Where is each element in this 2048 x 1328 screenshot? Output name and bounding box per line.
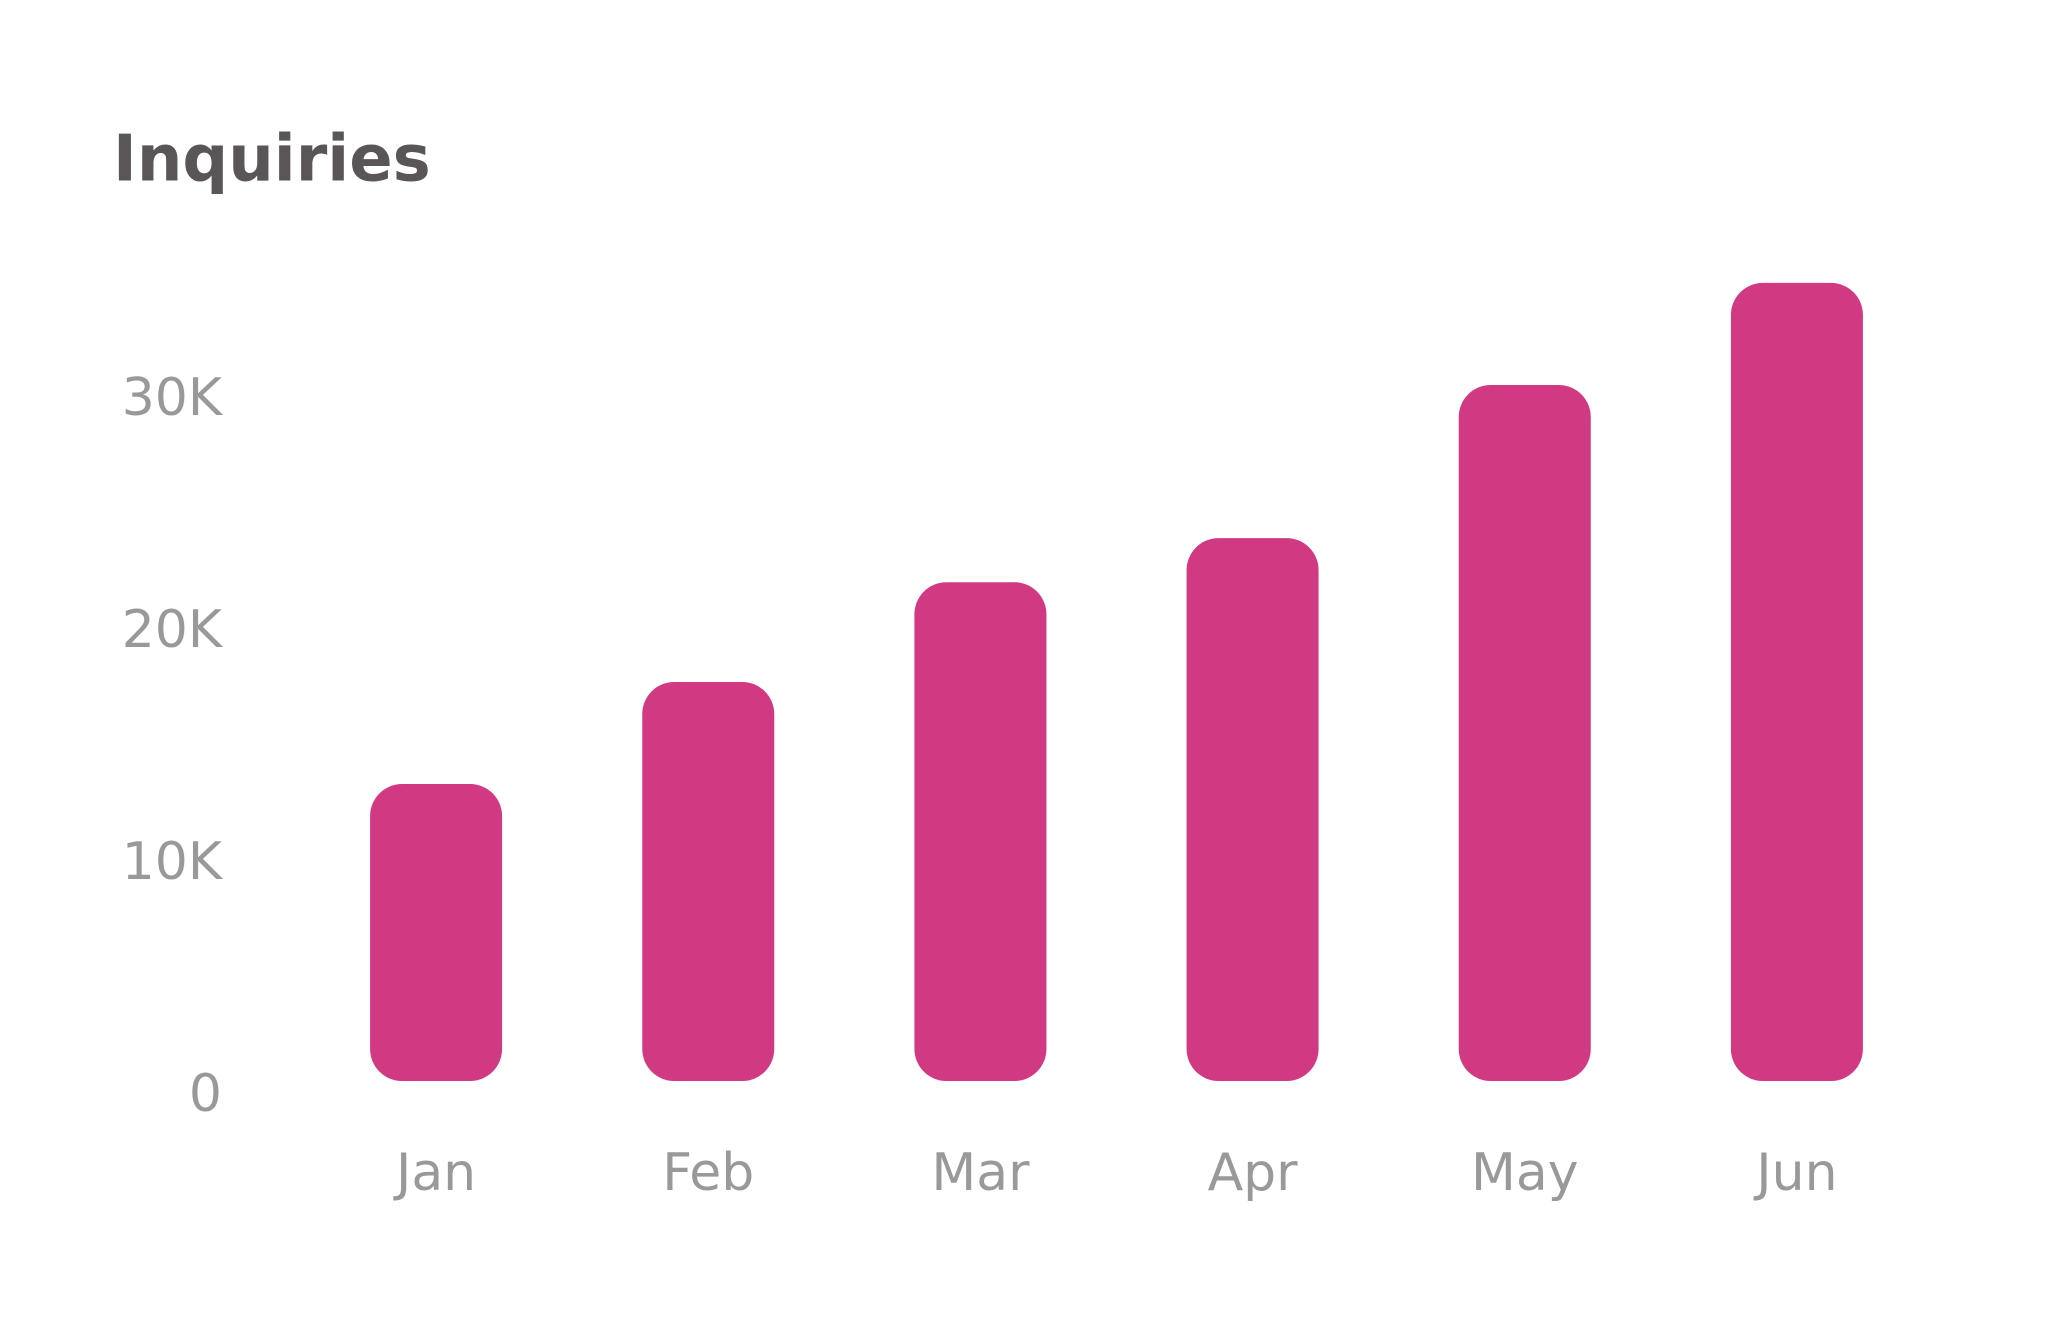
x-tick-label: Mar xyxy=(931,1143,1030,1203)
x-tick-label: Feb xyxy=(662,1143,754,1203)
x-tick-label: Jan xyxy=(393,1143,476,1203)
chart-title: Inquiries xyxy=(113,123,431,197)
bar xyxy=(1186,538,1319,1081)
bar xyxy=(1730,282,1863,1081)
bar xyxy=(642,681,775,1081)
x-tick-label: Jun xyxy=(1753,1143,1837,1203)
bar xyxy=(914,582,1047,1081)
y-tick-label: 20K xyxy=(122,600,224,660)
bar xyxy=(370,784,503,1081)
x-tick-label: May xyxy=(1471,1143,1579,1203)
bar xyxy=(1458,385,1591,1081)
x-tick-label: Apr xyxy=(1208,1143,1299,1203)
y-tick-label: 0 xyxy=(189,1064,222,1124)
y-tick-label: 30K xyxy=(122,368,224,428)
y-tick-label: 10K xyxy=(122,832,224,892)
